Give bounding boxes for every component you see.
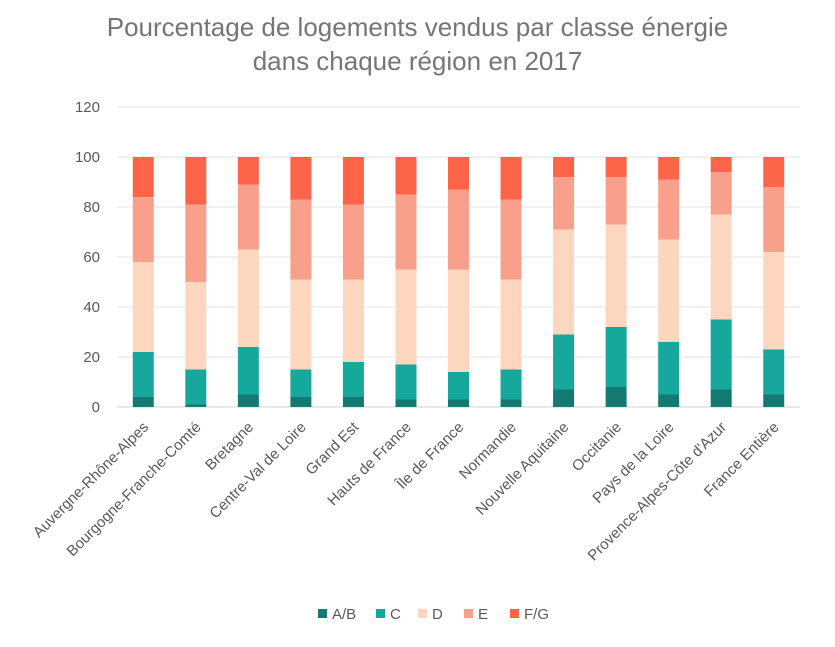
bar-segment [658, 342, 680, 395]
bar-segment [658, 179, 680, 240]
bar-segment [237, 347, 259, 395]
bar-segment [500, 157, 522, 200]
y-tick-label: 80 [83, 199, 100, 216]
x-axis: Auvergne-Rhône-AlpesBourgogne-Franche-Co… [30, 418, 783, 564]
bar-segment [448, 189, 469, 270]
legend-label: A/B [332, 606, 356, 623]
bar-segment [395, 399, 417, 407]
bar-segment [605, 387, 627, 407]
legend-label: F/G [524, 606, 549, 623]
bar-segment [448, 372, 469, 400]
legend: A/B C D E F/G [318, 606, 549, 623]
legend-label: D [432, 606, 443, 623]
bar-segment [605, 177, 627, 225]
bar-segment [448, 269, 469, 372]
bar-segment [448, 157, 469, 190]
bar-segment [448, 399, 469, 407]
bar-segment [395, 364, 417, 400]
legend-swatch [464, 609, 473, 618]
bar-segment [237, 157, 259, 185]
bar-segment [185, 282, 207, 370]
bar-segment [553, 177, 575, 230]
bar-segment [658, 239, 680, 342]
y-axis: 0 20 40 60 80 100 120 [75, 99, 100, 416]
bar-segment [605, 224, 627, 327]
bar-segment [763, 394, 785, 407]
bar-segment [605, 327, 627, 387]
bar-segment [290, 279, 312, 370]
bar-segment [553, 229, 575, 335]
bars [132, 157, 785, 407]
bar-segment [342, 397, 364, 407]
legend-label: C [390, 606, 401, 623]
y-tick-label: 40 [83, 299, 100, 316]
bar-segment [395, 269, 417, 365]
x-tick-label: Centre-Val de Loire [206, 419, 309, 522]
bar-segment [658, 394, 680, 407]
x-tick-label: Bretagne [202, 419, 257, 474]
bar-segment [710, 214, 732, 320]
bar-segment [290, 397, 312, 407]
bar-segment [132, 197, 154, 262]
bar-segment [342, 362, 364, 397]
legend-label: E [478, 606, 488, 623]
bar-segment [290, 157, 312, 200]
chart-title-line-1: Pourcentage de logements vendus par clas… [106, 12, 729, 42]
bar-segment [553, 389, 575, 407]
bar-segment [500, 199, 522, 280]
chart-title: Pourcentage de logements vendus par clas… [0, 10, 835, 78]
bar-segment [132, 157, 154, 197]
bar-segment [395, 157, 417, 195]
bar-segment [132, 352, 154, 397]
bar-segment [763, 157, 785, 187]
y-tick-label: 0 [92, 399, 100, 416]
legend-swatch [318, 609, 327, 618]
bar-segment [185, 204, 207, 282]
bar-segment [553, 334, 575, 390]
bar-segment [500, 279, 522, 370]
bar-segment [290, 199, 312, 280]
y-tick-label: 120 [75, 99, 100, 116]
bar-segment [342, 279, 364, 362]
bar-segment [342, 204, 364, 280]
bar-segment [395, 194, 417, 270]
bar-segment [185, 157, 207, 205]
y-tick-label: 100 [75, 149, 100, 166]
bar-segment [710, 389, 732, 407]
bar-segment [710, 157, 732, 172]
legend-swatch [376, 609, 385, 618]
bar-segment [658, 157, 680, 180]
bar-segment [132, 262, 154, 352]
legend-swatch [510, 609, 519, 618]
chart-title-line-2: dans chaque région en 2017 [252, 46, 583, 76]
bar-segment [132, 397, 154, 407]
y-tick-label: 20 [83, 349, 100, 366]
bar-segment [342, 157, 364, 205]
bar-segment [185, 369, 207, 405]
legend-swatch [418, 609, 427, 618]
bar-segment [763, 187, 785, 252]
bar-segment [710, 319, 732, 390]
bar-segment [237, 249, 259, 347]
x-tick-label: Nouvelle Aquitaine [473, 419, 573, 519]
y-tick-label: 60 [83, 249, 100, 266]
bar-segment [500, 369, 522, 400]
bar-segment [605, 157, 627, 177]
bar-segment [553, 157, 575, 177]
bar-segment [500, 399, 522, 407]
bar-segment [237, 394, 259, 407]
bar-segment [237, 184, 259, 250]
bar-segment [710, 172, 732, 215]
bar-segment [763, 252, 785, 350]
bar-segment [185, 404, 207, 407]
bar-segment [763, 349, 785, 395]
bar-segment [290, 369, 312, 397]
